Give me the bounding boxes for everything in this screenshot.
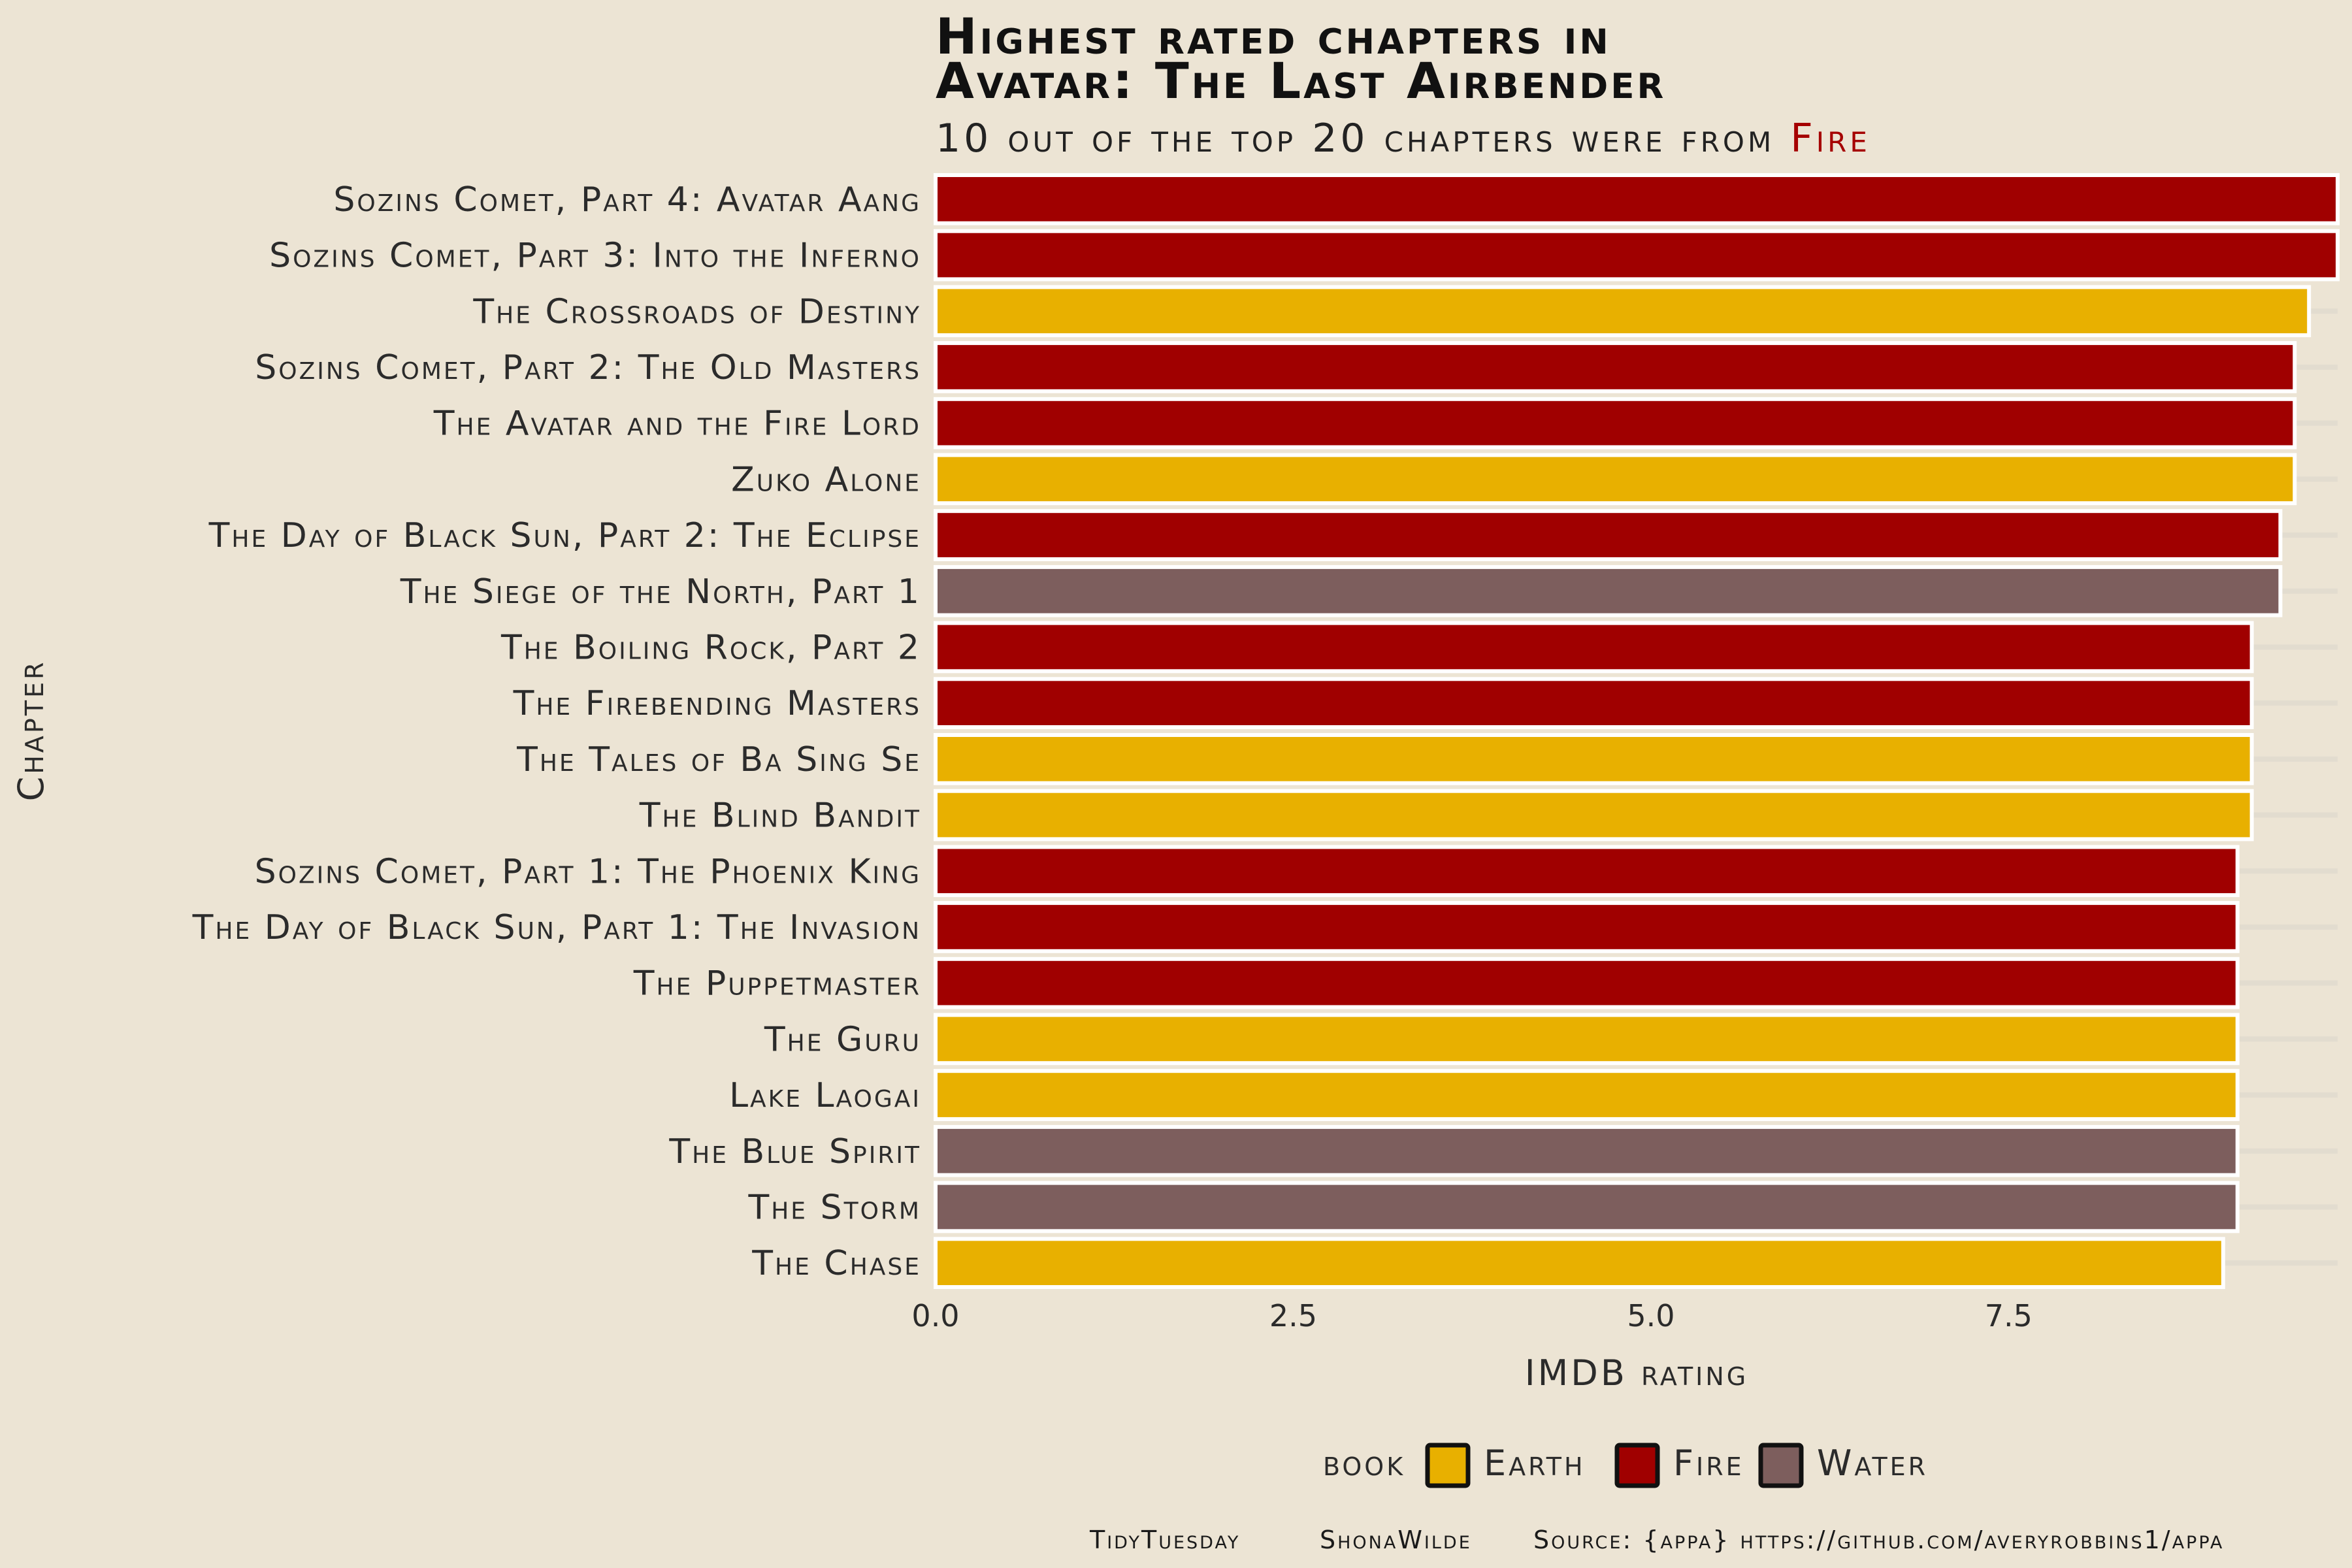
bar (934, 453, 2297, 506)
bar (934, 509, 2283, 561)
bar (934, 1181, 2240, 1233)
y-tick-label: The Day of Black Sun, Part 1: The Invasi… (192, 908, 921, 947)
legend-swatch (1614, 1443, 1660, 1488)
y-tick-label: The Boiling Rock, Part 2 (500, 628, 921, 667)
y-tick-label: The Day of Black Sun, Part 2: The Eclips… (208, 516, 921, 555)
legend: book Earth Fire Water (1323, 1443, 1928, 1488)
y-tick-label: The Siege of the North, Part 1 (400, 572, 921, 612)
y-tick-label: The Avatar and the Fire Lord (433, 404, 921, 444)
y-tick-label: Lake Laogai (729, 1076, 921, 1115)
chart-title-line2: Avatar: The Last Airbender (936, 52, 1666, 110)
bar (934, 732, 2254, 785)
y-tick-label: The Blind Bandit (639, 796, 921, 836)
y-tick-label: The Crossroads of Destiny (472, 292, 921, 331)
x-tick-label: 5.0 (1627, 1298, 1674, 1333)
subtitle-prefix: 10 out of the top 20 chapters were from (936, 116, 1790, 161)
caption-author: ShonaWilde (1320, 1526, 1472, 1554)
x-tick-label: 0.0 (911, 1298, 959, 1333)
y-tick-label: The Chase (751, 1244, 921, 1283)
bar (934, 621, 2254, 674)
bar (934, 564, 2283, 617)
bar (934, 285, 2311, 338)
bar (934, 1013, 2240, 1066)
y-tick-labels: Sozins Comet, Part 4: Avatar Aang Sozins … (192, 180, 921, 1283)
y-axis-title: Chapter (10, 660, 52, 802)
bar (934, 956, 2240, 1009)
y-tick-label: The Firebending Masters (513, 684, 921, 723)
bar (934, 1237, 2225, 1290)
x-tick-label: 7.5 (1985, 1298, 2033, 1333)
bar (934, 397, 2297, 449)
y-tick-label: The Guru (764, 1020, 921, 1059)
bar (934, 677, 2254, 730)
y-tick-label: The Puppetmaster (633, 964, 921, 1004)
y-tick-label: The Storm (747, 1188, 921, 1227)
x-axis-title: IMDB rating (1525, 1352, 1749, 1394)
x-tick-labels: 0.0 2.5 5.0 7.5 (911, 1298, 2033, 1333)
chart-title-group: Highest rated chapters in Avatar: The La… (936, 7, 1870, 161)
chart-subtitle: 10 out of the top 20 chapters were from … (936, 116, 1870, 161)
legend-swatch (1425, 1443, 1471, 1488)
y-tick-label: Zuko Alone (731, 460, 921, 499)
subtitle-highlight: Fire (1790, 116, 1870, 161)
legend-label: Fire (1673, 1443, 1744, 1484)
legend-title: book (1323, 1443, 1405, 1484)
y-tick-label: The Tales of Ba Sing Se (516, 740, 921, 779)
y-tick-label: Sozins Comet, Part 3: Into the Inferno (269, 237, 921, 276)
caption: TidyTuesday ShonaWilde Source: {appa} ht… (1089, 1526, 2224, 1554)
y-tick-label: The Blue Spirit (668, 1132, 921, 1171)
bar (934, 789, 2254, 841)
bar (934, 1124, 2240, 1177)
bar (934, 1069, 2240, 1121)
bar (934, 341, 2297, 393)
bar (934, 172, 2340, 225)
y-tick-label: Sozins Comet, Part 1: The Phoenix King (255, 852, 921, 891)
bars (934, 172, 2340, 1290)
x-tick-label: 2.5 (1269, 1298, 1317, 1333)
y-tick-label: Sozins Comet, Part 4: Avatar Aang (333, 180, 921, 220)
legend-label: Earth (1484, 1443, 1586, 1484)
y-tick-label: Sozins Comet, Part 2: The Old Masters (255, 348, 921, 387)
legend-label: Water (1817, 1443, 1928, 1484)
bar (934, 845, 2240, 898)
legend-swatch (1758, 1443, 1804, 1488)
bar (934, 229, 2340, 282)
caption-hashtag: TidyTuesday (1089, 1526, 1240, 1554)
bar (934, 901, 2240, 953)
caption-source: Source: {appa} https://github.com/averyr… (1533, 1526, 2224, 1554)
chart-title-line1: Highest rated chapters in (936, 7, 1611, 65)
